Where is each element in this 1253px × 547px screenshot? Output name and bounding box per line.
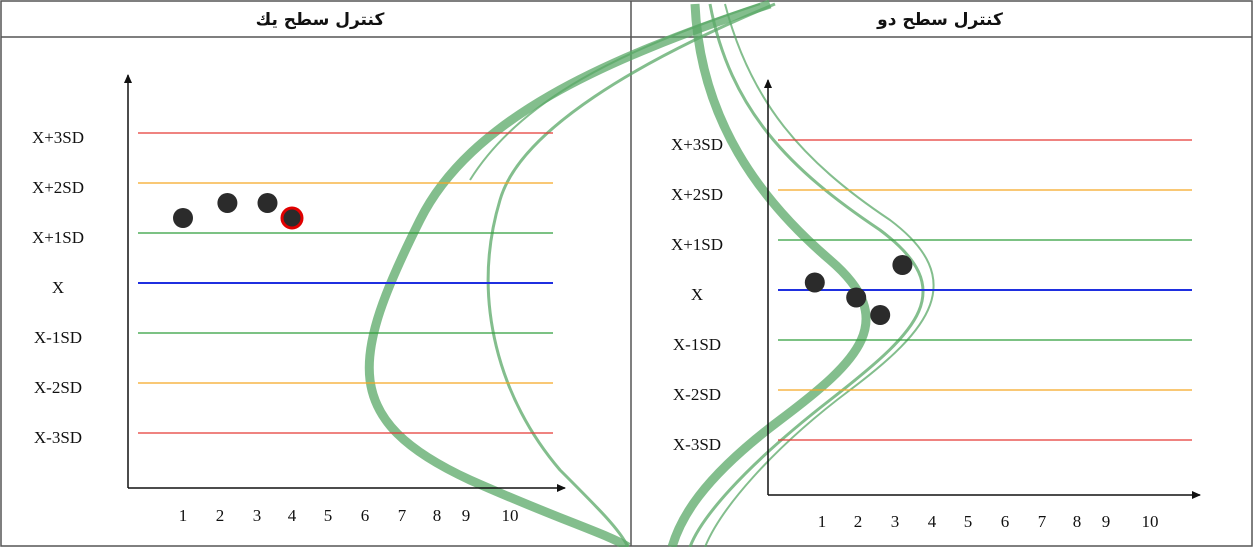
x-tick-label: 3 xyxy=(891,512,900,531)
panel-title: كنترل سطح دو xyxy=(876,10,1003,30)
level-label: X-1SD xyxy=(34,328,82,347)
level-label: X-3SD xyxy=(673,435,721,454)
level-label: X xyxy=(52,278,64,297)
curve xyxy=(667,3,871,547)
level-label: X+1SD xyxy=(32,228,84,247)
x-tick-label: 6 xyxy=(361,506,370,525)
level-label: X+2SD xyxy=(671,185,723,204)
data-point xyxy=(217,193,238,213)
data-point xyxy=(257,193,278,213)
x-tick-label: 8 xyxy=(1073,512,1082,531)
level-label: X xyxy=(691,285,703,304)
x-tick-label: 7 xyxy=(1038,512,1047,531)
data-point xyxy=(892,255,913,275)
data-point xyxy=(173,208,193,228)
data-point xyxy=(846,287,867,308)
x-tick-label: 1 xyxy=(818,512,827,531)
x-tick-label: 5 xyxy=(964,512,973,531)
distribution-curves xyxy=(364,0,935,547)
x-tick-label: 8 xyxy=(433,506,442,525)
x-tick-label: 1 xyxy=(179,506,188,525)
x-tick-label: 9 xyxy=(1102,512,1111,531)
curve xyxy=(704,3,935,547)
x-tick-label: 10 xyxy=(1142,512,1159,531)
level-label: X-2SD xyxy=(673,385,721,404)
level-label: X-1SD xyxy=(673,335,721,354)
x-tick-label: 6 xyxy=(1001,512,1010,531)
level-label: X+3SD xyxy=(671,135,723,154)
curve xyxy=(469,3,761,181)
level-label: X-3SD xyxy=(34,428,82,447)
x-tick-label: 7 xyxy=(398,506,407,525)
curve xyxy=(688,3,925,547)
level-label: X+2SD xyxy=(32,178,84,197)
level-label: X+1SD xyxy=(671,235,723,254)
x-tick-label: 2 xyxy=(854,512,863,531)
x-tick-label: 2 xyxy=(216,506,225,525)
x-tick-label: 4 xyxy=(928,512,937,531)
x-tick-label: 9 xyxy=(462,506,471,525)
data-point xyxy=(870,305,891,325)
x-tick-label: 5 xyxy=(324,506,333,525)
panel-title: كنترل سطح يك xyxy=(256,10,385,30)
data-point xyxy=(280,206,304,230)
x-tick-label: 10 xyxy=(502,506,519,525)
level-label: X+3SD xyxy=(32,128,84,147)
level-label: X-2SD xyxy=(34,378,82,397)
data-point xyxy=(804,272,825,293)
x-tick-label: 3 xyxy=(253,506,262,525)
x-tick-label: 4 xyxy=(288,506,297,525)
